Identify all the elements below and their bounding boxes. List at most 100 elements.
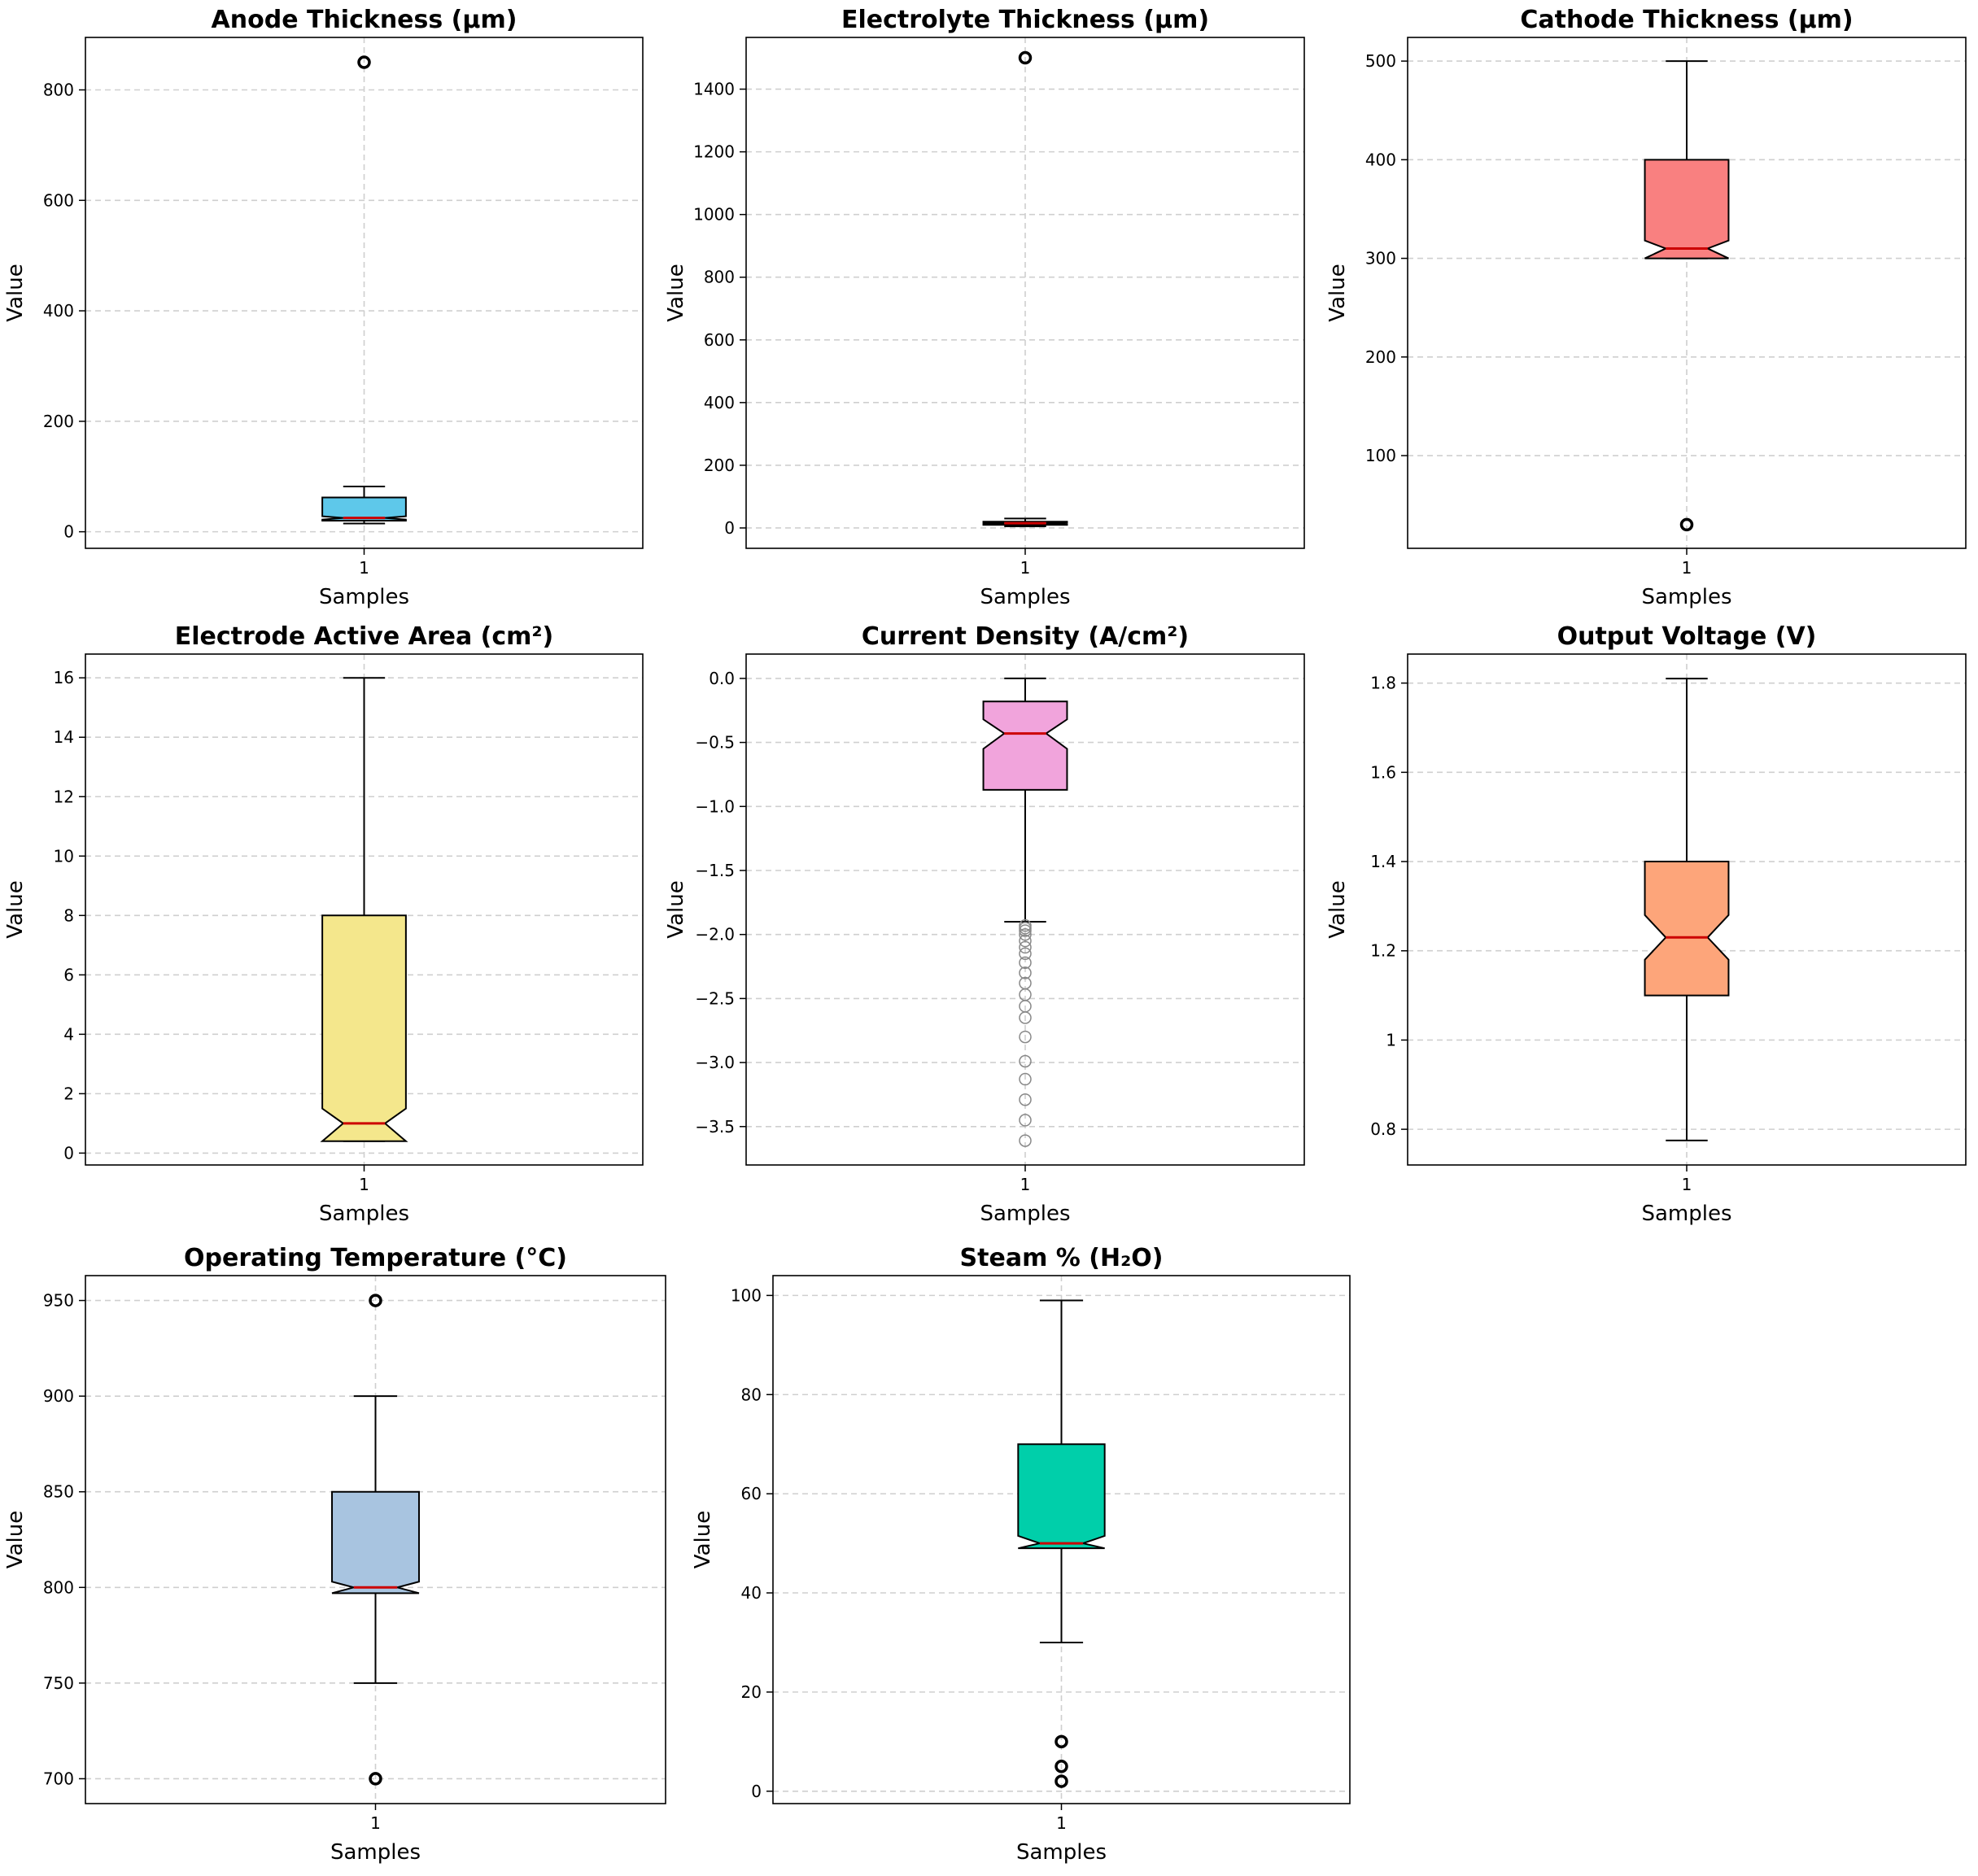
y-tick-label: 300 (1365, 249, 1396, 268)
y-tick-label: 8 (63, 905, 74, 925)
y-tick-label: 200 (704, 456, 735, 475)
outlier-point (1679, 517, 1694, 532)
y-tick-label: 60 (741, 1484, 762, 1503)
y-tick-label: 900 (43, 1386, 74, 1406)
outlier-point (1019, 1072, 1032, 1086)
y-tick-label: 12 (54, 787, 74, 806)
x-tick-label: 1 (359, 558, 369, 578)
x-tick-label: 1 (359, 1175, 369, 1194)
chart-title: Steam % (H₂O) (960, 1244, 1164, 1272)
chart-title: Electrode Active Area (cm²) (175, 622, 554, 651)
x-tick-label: 1 (1682, 558, 1692, 578)
outlier-point (1054, 1734, 1068, 1749)
y-tick-label: 1 (1386, 1030, 1396, 1049)
y-tick-label: 40 (741, 1583, 762, 1603)
outlier-point (1019, 1054, 1032, 1068)
box (331, 1490, 420, 1595)
y-tick-label: 750 (43, 1673, 74, 1693)
y-tick-label: −0.5 (695, 733, 735, 753)
y-tick-label: 100 (731, 1285, 762, 1305)
chart-title: Anode Thickness (μm) (212, 6, 517, 34)
outlier-point (1019, 1093, 1032, 1106)
outlier-point (1019, 940, 1032, 954)
x-axis-label: Samples (319, 1202, 409, 1226)
y-tick-label: 2 (63, 1084, 74, 1103)
chart-panel: 0.8 1 1.2 1.4 1.6 1.8 1 Samples Value Output Volt… (1325, 622, 1967, 1226)
y-tick-label: 6 (63, 965, 74, 984)
chart-title: Electrolyte Thickness (μm) (841, 6, 1209, 34)
y-tick-label: −2.0 (695, 925, 735, 945)
y-tick-label: 400 (1365, 150, 1396, 169)
box (982, 700, 1068, 791)
outlier-point (1018, 50, 1033, 65)
x-axis-label: Samples (980, 1202, 1070, 1226)
y-tick-label: 850 (43, 1482, 74, 1502)
y-tick-label: 0 (751, 1782, 762, 1801)
outlier-point (1019, 934, 1032, 948)
x-tick-label: 1 (1020, 1175, 1031, 1194)
y-tick-label: 4 (63, 1024, 74, 1044)
y-tick-label: 700 (43, 1769, 74, 1788)
x-axis-label: Samples (330, 1840, 421, 1865)
y-tick-label: −2.5 (695, 988, 735, 1008)
box (321, 496, 407, 522)
outlier-point (1019, 956, 1032, 970)
chart-title: Current Density (A/cm²) (862, 622, 1189, 651)
outlier-point (369, 1294, 382, 1307)
y-tick-label: 1000 (693, 205, 735, 225)
x-tick-label: 1 (1020, 558, 1031, 578)
x-axis-label: Samples (1016, 1840, 1107, 1865)
outlier-point (1019, 1114, 1032, 1127)
y-tick-label: 500 (1365, 51, 1396, 71)
y-tick-label: 200 (43, 412, 74, 431)
y-axis-label: Value (3, 264, 28, 321)
x-tick-label: 1 (370, 1813, 381, 1833)
y-tick-label: 20 (741, 1682, 762, 1702)
y-axis-label: Value (1325, 264, 1350, 321)
y-tick-label: 100 (1365, 446, 1396, 465)
y-tick-label: 80 (741, 1385, 762, 1404)
y-axis-label: Value (3, 880, 28, 938)
y-tick-label: 0.0 (709, 669, 735, 688)
outlier-point (1019, 947, 1032, 961)
x-tick-label: 1 (1682, 1175, 1692, 1194)
y-tick-label: 1.4 (1370, 852, 1396, 871)
chart-title: Operating Temperature (°C) (184, 1244, 567, 1272)
chart-panel: 100 200 300 400 500 1 Samples Value Cathode Thic… (1325, 6, 1967, 609)
y-axis-label: Value (1325, 880, 1350, 938)
y-tick-label: 800 (43, 80, 74, 99)
chart-title: Output Voltage (V) (1557, 622, 1817, 651)
y-tick-label: 1.2 (1370, 941, 1396, 961)
y-tick-label: 10 (54, 846, 74, 866)
x-axis-label: Samples (1641, 1202, 1731, 1226)
outlier-point (1019, 924, 1032, 937)
x-axis-label: Samples (319, 585, 409, 609)
chart-panel: 0 2 4 6 8 10 12 14 16 1 Samples Value Electrode Acti… (3, 622, 644, 1226)
chart-panel: 0 200 400 600 800 1 Samples Value Anode Thicknes… (3, 6, 644, 609)
y-tick-label: 200 (1365, 347, 1396, 367)
outlier-point (1054, 1760, 1068, 1773)
y-tick-label: 600 (704, 330, 735, 350)
y-tick-label: 400 (43, 301, 74, 321)
y-tick-label: 800 (43, 1577, 74, 1597)
box (1017, 1443, 1106, 1550)
chart-title: Cathode Thickness (μm) (1520, 6, 1853, 34)
y-tick-label: −1.5 (695, 861, 735, 880)
chart-panel: 0 20 40 60 80 100 1 Samples Value Steam % (H₂O) (691, 1244, 1351, 1865)
y-tick-label: 0 (724, 518, 735, 538)
x-axis-label: Samples (980, 585, 1070, 609)
chart-panel: 700 750 800 850 900 950 1 Samples Value Operating… (3, 1244, 666, 1865)
outlier-point (1054, 1774, 1068, 1788)
outlier-point (1019, 927, 1032, 941)
y-tick-label: −3.5 (695, 1117, 735, 1137)
y-axis-label: Value (664, 880, 688, 938)
y-tick-label: 400 (704, 393, 735, 412)
x-axis-label: Samples (1641, 585, 1731, 609)
y-axis-label: Value (664, 264, 688, 321)
y-tick-label: 1.6 (1370, 762, 1396, 782)
y-tick-label: −3.0 (695, 1053, 735, 1072)
y-tick-label: 0 (63, 1143, 74, 1163)
chart-panel: 0.0 −0.5 −1.0 −1.5 −2.0 −2.5 −3.0 −3.5 1 Samples V… (664, 622, 1305, 1226)
y-tick-label: 14 (54, 727, 74, 747)
